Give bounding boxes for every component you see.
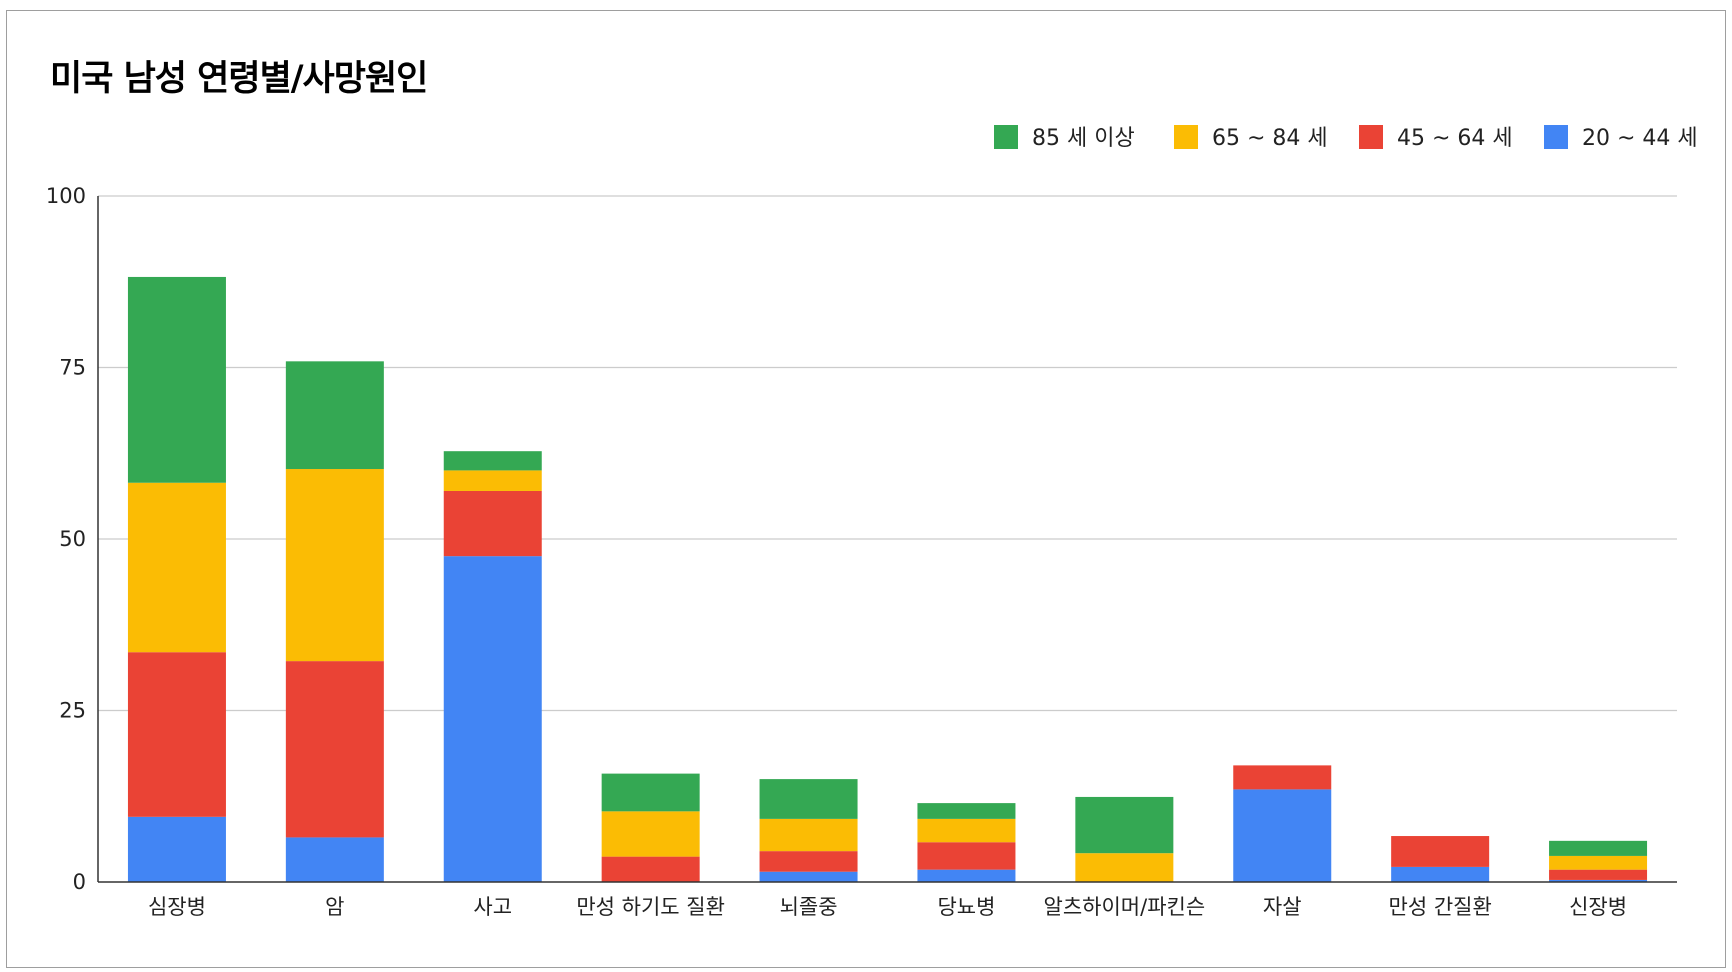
x-tick-label: 신장병 [1569, 895, 1627, 919]
bar-segment [127, 816, 226, 882]
legend-swatch [994, 125, 1018, 149]
bar-segment [285, 469, 384, 662]
tick-labels: 0 25 50 75 100 심장병 암 사고 만성 하기도 질환 뇌졸중 당뇨병 알츠하이머/파킨슨… [46, 184, 1627, 919]
bar-segment [127, 276, 226, 483]
bar-segment [443, 556, 542, 882]
y-tick-label: 75 [59, 356, 86, 380]
bar-segment [443, 451, 542, 471]
bar-segment [917, 818, 1016, 843]
bar-segment [759, 871, 858, 882]
bar-segment [443, 490, 542, 557]
bar-segment [601, 811, 700, 857]
x-tick-label: 만성 간질환 [1389, 895, 1492, 919]
bar-segment [1549, 855, 1648, 870]
bar-segment [127, 482, 226, 653]
x-tick-label: 당뇨병 [937, 895, 995, 919]
legend-swatch [1544, 125, 1568, 149]
legend-label: 20 ~ 44 세 [1582, 126, 1698, 151]
x-tick-label: 만성 하기도 질환 [576, 895, 725, 919]
bar-segment [917, 842, 1016, 870]
bar-segment [285, 361, 384, 470]
y-tick-label: 50 [59, 527, 86, 551]
x-tick-label: 암 [325, 895, 344, 919]
legend-label: 85 세 이상 [1032, 126, 1135, 151]
x-tick-label: 사고 [473, 895, 512, 919]
bar-segment [1549, 840, 1648, 856]
bar-segment [1233, 765, 1332, 790]
x-tick-label: 자살 [1263, 895, 1302, 919]
bar-segment [1549, 869, 1648, 880]
bar-segment [759, 818, 858, 852]
legend-label: 65 ~ 84 세 [1212, 126, 1328, 151]
bar-segment [443, 470, 542, 491]
x-tick-label: 알츠하이머/파킨슨 [1044, 895, 1206, 919]
y-tick-label: 25 [59, 699, 86, 723]
bar-segment [759, 851, 858, 872]
bars [127, 276, 1648, 882]
y-tick-label: 0 [73, 870, 86, 894]
bar-segment [1075, 796, 1174, 854]
chart-title: 미국 남성 연령별/사망원인 [50, 59, 428, 99]
x-tick-label: 뇌졸중 [780, 895, 838, 919]
bar-segment [917, 869, 1016, 882]
bar-segment [1075, 853, 1174, 882]
bar-segment [917, 803, 1016, 819]
bar-segment [1233, 789, 1332, 882]
legend-swatch [1174, 125, 1198, 149]
bar-segment [601, 773, 700, 812]
axes [97, 196, 1677, 883]
bar-segment [285, 661, 384, 838]
y-tick-label: 100 [46, 184, 86, 208]
legend-swatch [1359, 125, 1383, 149]
bar-segment [601, 856, 700, 882]
bar-segment [1391, 836, 1490, 867]
bar-segment [1391, 866, 1490, 882]
bar-segment [127, 652, 226, 817]
bar-segment [285, 837, 384, 882]
x-tick-label: 심장병 [148, 895, 206, 919]
bar-segment [1549, 879, 1648, 882]
legend: 85 세 이상 65 ~ 84 세 45 ~ 64 세 20 ~ 44 세 [994, 125, 1698, 151]
bar-segment [759, 779, 858, 819]
legend-label: 45 ~ 64 세 [1397, 126, 1513, 151]
